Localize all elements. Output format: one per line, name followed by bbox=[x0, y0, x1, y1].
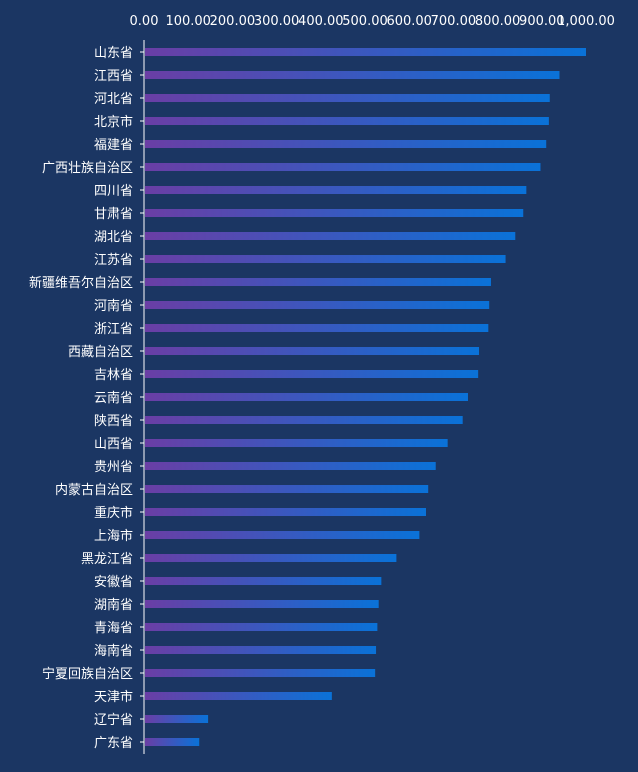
bar[interactable] bbox=[145, 163, 541, 171]
y-axis: 山东省江西省河北省北京市福建省广西壮族自治区四川省甘肃省湖北省江苏省新疆维吾尔自… bbox=[29, 40, 145, 754]
category-label: 江苏省 bbox=[94, 252, 133, 268]
category-label: 内蒙古自治区 bbox=[55, 482, 133, 498]
x-tick-label: 800.00 bbox=[475, 14, 521, 29]
x-tick-label: 300.00 bbox=[254, 14, 300, 29]
bar[interactable] bbox=[145, 531, 420, 539]
category-label: 安徽省 bbox=[94, 575, 133, 590]
x-tick-label: 700.00 bbox=[431, 14, 477, 29]
category-label: 甘肃省 bbox=[94, 207, 133, 222]
bar[interactable] bbox=[145, 370, 479, 378]
x-axis: 0.00 100.00200.00300.00400.00500.00600.00… bbox=[130, 14, 615, 29]
bar[interactable] bbox=[145, 301, 490, 309]
category-label: 云南省 bbox=[94, 390, 133, 406]
bar[interactable] bbox=[145, 347, 480, 355]
category-label: 陕西省 bbox=[94, 414, 133, 429]
bar[interactable] bbox=[145, 669, 376, 677]
bar[interactable] bbox=[145, 646, 377, 654]
x-tick-label: 1,000.00 bbox=[557, 14, 615, 29]
category-label: 青海省 bbox=[94, 621, 133, 636]
bar[interactable] bbox=[145, 209, 524, 217]
x-tick-label: 100.00 bbox=[165, 14, 211, 29]
bar[interactable] bbox=[145, 186, 527, 194]
category-label: 福建省 bbox=[94, 138, 133, 153]
bar[interactable] bbox=[145, 738, 200, 746]
bar[interactable] bbox=[145, 117, 549, 125]
category-label: 湖北省 bbox=[94, 230, 133, 245]
bar[interactable] bbox=[145, 715, 209, 723]
category-label: 广西壮族自治区 bbox=[42, 160, 133, 176]
bar[interactable] bbox=[145, 577, 382, 585]
bar[interactable] bbox=[145, 140, 547, 148]
bar-series bbox=[145, 48, 586, 746]
category-label: 宁夏回族自治区 bbox=[42, 666, 133, 682]
category-label: 湖南省 bbox=[94, 597, 133, 613]
category-label: 黑龙江省 bbox=[81, 552, 133, 567]
bar[interactable] bbox=[145, 485, 429, 493]
x-tick-label: 200.00 bbox=[210, 14, 256, 29]
category-label: 广东省 bbox=[94, 736, 133, 751]
bar[interactable] bbox=[145, 692, 332, 700]
x-tick-label: 0.00 bbox=[130, 14, 159, 29]
bar[interactable] bbox=[145, 255, 506, 263]
bar[interactable] bbox=[145, 508, 426, 516]
category-label: 新疆维吾尔自治区 bbox=[29, 275, 133, 291]
bar[interactable] bbox=[145, 439, 448, 447]
category-label: 上海市 bbox=[94, 528, 133, 544]
category-label: 北京市 bbox=[94, 114, 133, 130]
category-label: 河北省 bbox=[94, 92, 133, 107]
category-label: 天津市 bbox=[94, 689, 133, 705]
category-label: 山西省 bbox=[94, 437, 133, 452]
bar[interactable] bbox=[145, 71, 560, 79]
category-label: 西藏自治区 bbox=[68, 345, 133, 360]
category-label: 贵州省 bbox=[94, 460, 133, 475]
category-label: 海南省 bbox=[94, 643, 133, 659]
bar[interactable] bbox=[145, 623, 378, 631]
bar[interactable] bbox=[145, 232, 516, 240]
category-label: 辽宁省 bbox=[94, 712, 133, 728]
x-tick-label: 600.00 bbox=[386, 14, 432, 29]
category-label: 浙江省 bbox=[94, 322, 133, 337]
bar[interactable] bbox=[145, 278, 491, 286]
bar[interactable] bbox=[145, 393, 468, 401]
category-label: 山东省 bbox=[94, 46, 133, 61]
bar[interactable] bbox=[145, 324, 489, 332]
bar[interactable] bbox=[145, 600, 379, 608]
category-label: 吉林省 bbox=[94, 368, 133, 383]
bar[interactable] bbox=[145, 48, 586, 56]
category-label: 河南省 bbox=[94, 298, 133, 314]
bar[interactable] bbox=[145, 462, 436, 470]
category-label: 江西省 bbox=[94, 69, 133, 84]
x-tick-label: 500.00 bbox=[342, 14, 388, 29]
bar[interactable] bbox=[145, 554, 397, 562]
x-tick-label: 900.00 bbox=[519, 14, 565, 29]
category-label: 重庆市 bbox=[94, 505, 133, 521]
x-tick-label: 400.00 bbox=[298, 14, 344, 29]
bar[interactable] bbox=[145, 416, 463, 424]
bar[interactable] bbox=[145, 94, 550, 102]
category-label: 四川省 bbox=[94, 184, 133, 199]
